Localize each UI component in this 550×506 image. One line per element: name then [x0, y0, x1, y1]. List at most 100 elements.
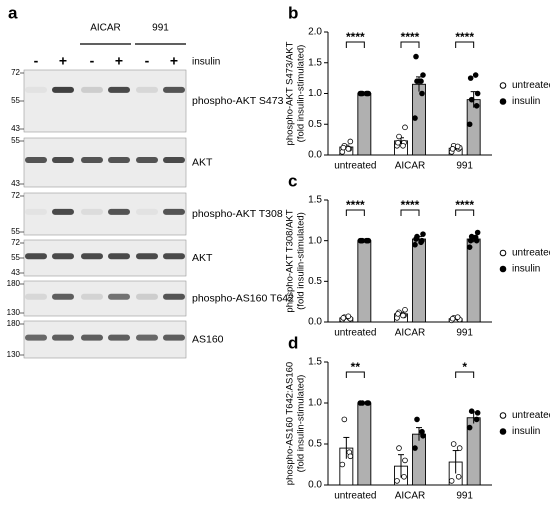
sig-bracket [400, 209, 420, 216]
x-tick-label: untreated [334, 491, 376, 502]
bar [466, 238, 481, 323]
legend-label: untreated [512, 80, 550, 91]
bar [412, 238, 426, 323]
data-point [467, 75, 474, 81]
data-point [420, 432, 426, 439]
treatment-label: AICAR [90, 23, 121, 34]
lane-sign: + [59, 53, 67, 69]
blot-band [52, 208, 74, 215]
blot-band [108, 253, 130, 260]
mw-marker: 180 [7, 319, 21, 328]
mw-marker: 72 [11, 68, 20, 77]
y-tick-label: 1.5 [308, 57, 322, 68]
sig-label: **** [346, 198, 365, 212]
legend-label: insulin [512, 96, 540, 107]
lane-sign: - [90, 53, 95, 69]
mw-marker: 180 [7, 279, 21, 288]
data-point [450, 441, 457, 447]
data-point [363, 90, 370, 97]
blot-band [52, 334, 74, 341]
y-tick-label: 2.0 [308, 27, 322, 38]
data-point [449, 315, 456, 322]
x-tick-label: 991 [456, 328, 473, 339]
treatment-label: 991 [152, 23, 169, 34]
data-point [345, 313, 352, 320]
y-tick-label: 0.0 [308, 150, 322, 161]
data-point [472, 234, 479, 241]
x-tick-label: 991 [456, 491, 473, 502]
data-point [420, 72, 426, 78]
lane-factor: insulin [192, 57, 220, 68]
data-point [359, 400, 366, 406]
panel-letter: d [288, 333, 298, 352]
legend-marker [499, 265, 507, 273]
x-tick-label: 991 [456, 161, 473, 172]
blot-band [25, 208, 47, 215]
legend-label: untreated [512, 410, 550, 421]
mw-marker: 55 [11, 96, 20, 105]
x-tick-label: untreated [334, 328, 376, 339]
data-point [420, 231, 426, 237]
blot-band [81, 334, 103, 341]
panel-letter: b [288, 3, 298, 22]
sig-bracket [345, 209, 365, 216]
blot-band [108, 293, 130, 300]
legend-label: insulin [512, 264, 540, 275]
sig-label: **** [455, 198, 474, 212]
y-axis-label: (fold insulin-stimulated) [296, 375, 307, 473]
lane-sign: - [34, 53, 39, 69]
y-tick-label: 0.5 [308, 119, 322, 130]
data-point [468, 408, 475, 415]
data-point [474, 229, 481, 236]
y-tick-label: 1.0 [308, 398, 322, 409]
blot-band [163, 334, 185, 341]
mw-marker: 130 [7, 308, 21, 317]
blot-band [108, 334, 130, 341]
blot-band [108, 86, 130, 93]
blot-strip [23, 320, 187, 359]
mw-marker: 43 [11, 179, 20, 188]
data-point [468, 96, 475, 103]
y-axis-label: phospho-AKT S473/AKT [285, 41, 296, 145]
sig-label: **** [401, 198, 420, 212]
x-tick-label: AICAR [395, 328, 426, 339]
data-point [412, 115, 418, 121]
data-point [340, 315, 347, 321]
sig-label: **** [346, 30, 365, 44]
blot-band [136, 253, 158, 260]
sig-bracket [345, 371, 365, 378]
blot-band [108, 208, 130, 215]
lane-sign: + [170, 53, 178, 69]
data-point [358, 237, 365, 244]
y-tick-label: 1.0 [308, 88, 322, 99]
blot-band [163, 157, 185, 164]
sig-bracket [400, 41, 420, 48]
data-point [455, 473, 462, 480]
data-point [414, 416, 420, 423]
data-point [347, 453, 354, 460]
legend-label: untreated [512, 248, 550, 259]
data-point [448, 478, 455, 484]
legend-marker [499, 98, 507, 105]
data-point [454, 143, 461, 150]
blot-label: AKT [192, 252, 213, 264]
bar [357, 93, 372, 156]
blot-label: AS160 [192, 333, 224, 345]
data-point [345, 146, 352, 152]
data-point [472, 72, 479, 78]
data-point [402, 457, 408, 464]
data-point [365, 400, 372, 406]
data-point [473, 103, 480, 109]
sig-bracket [455, 209, 475, 216]
y-axis-label: (fold insulin-stimulated) [296, 45, 307, 143]
blot-band [136, 157, 158, 164]
y-axis-label: phospho-AS160 T642:AS160 [285, 362, 296, 485]
blot-band [25, 253, 47, 260]
data-point [396, 445, 402, 451]
data-point [456, 445, 463, 451]
sig-label: ** [351, 360, 361, 374]
y-axis-label: phospho-AKT T308/AKT [285, 209, 296, 312]
sig-bracket [455, 41, 475, 48]
blot-band [136, 86, 158, 93]
